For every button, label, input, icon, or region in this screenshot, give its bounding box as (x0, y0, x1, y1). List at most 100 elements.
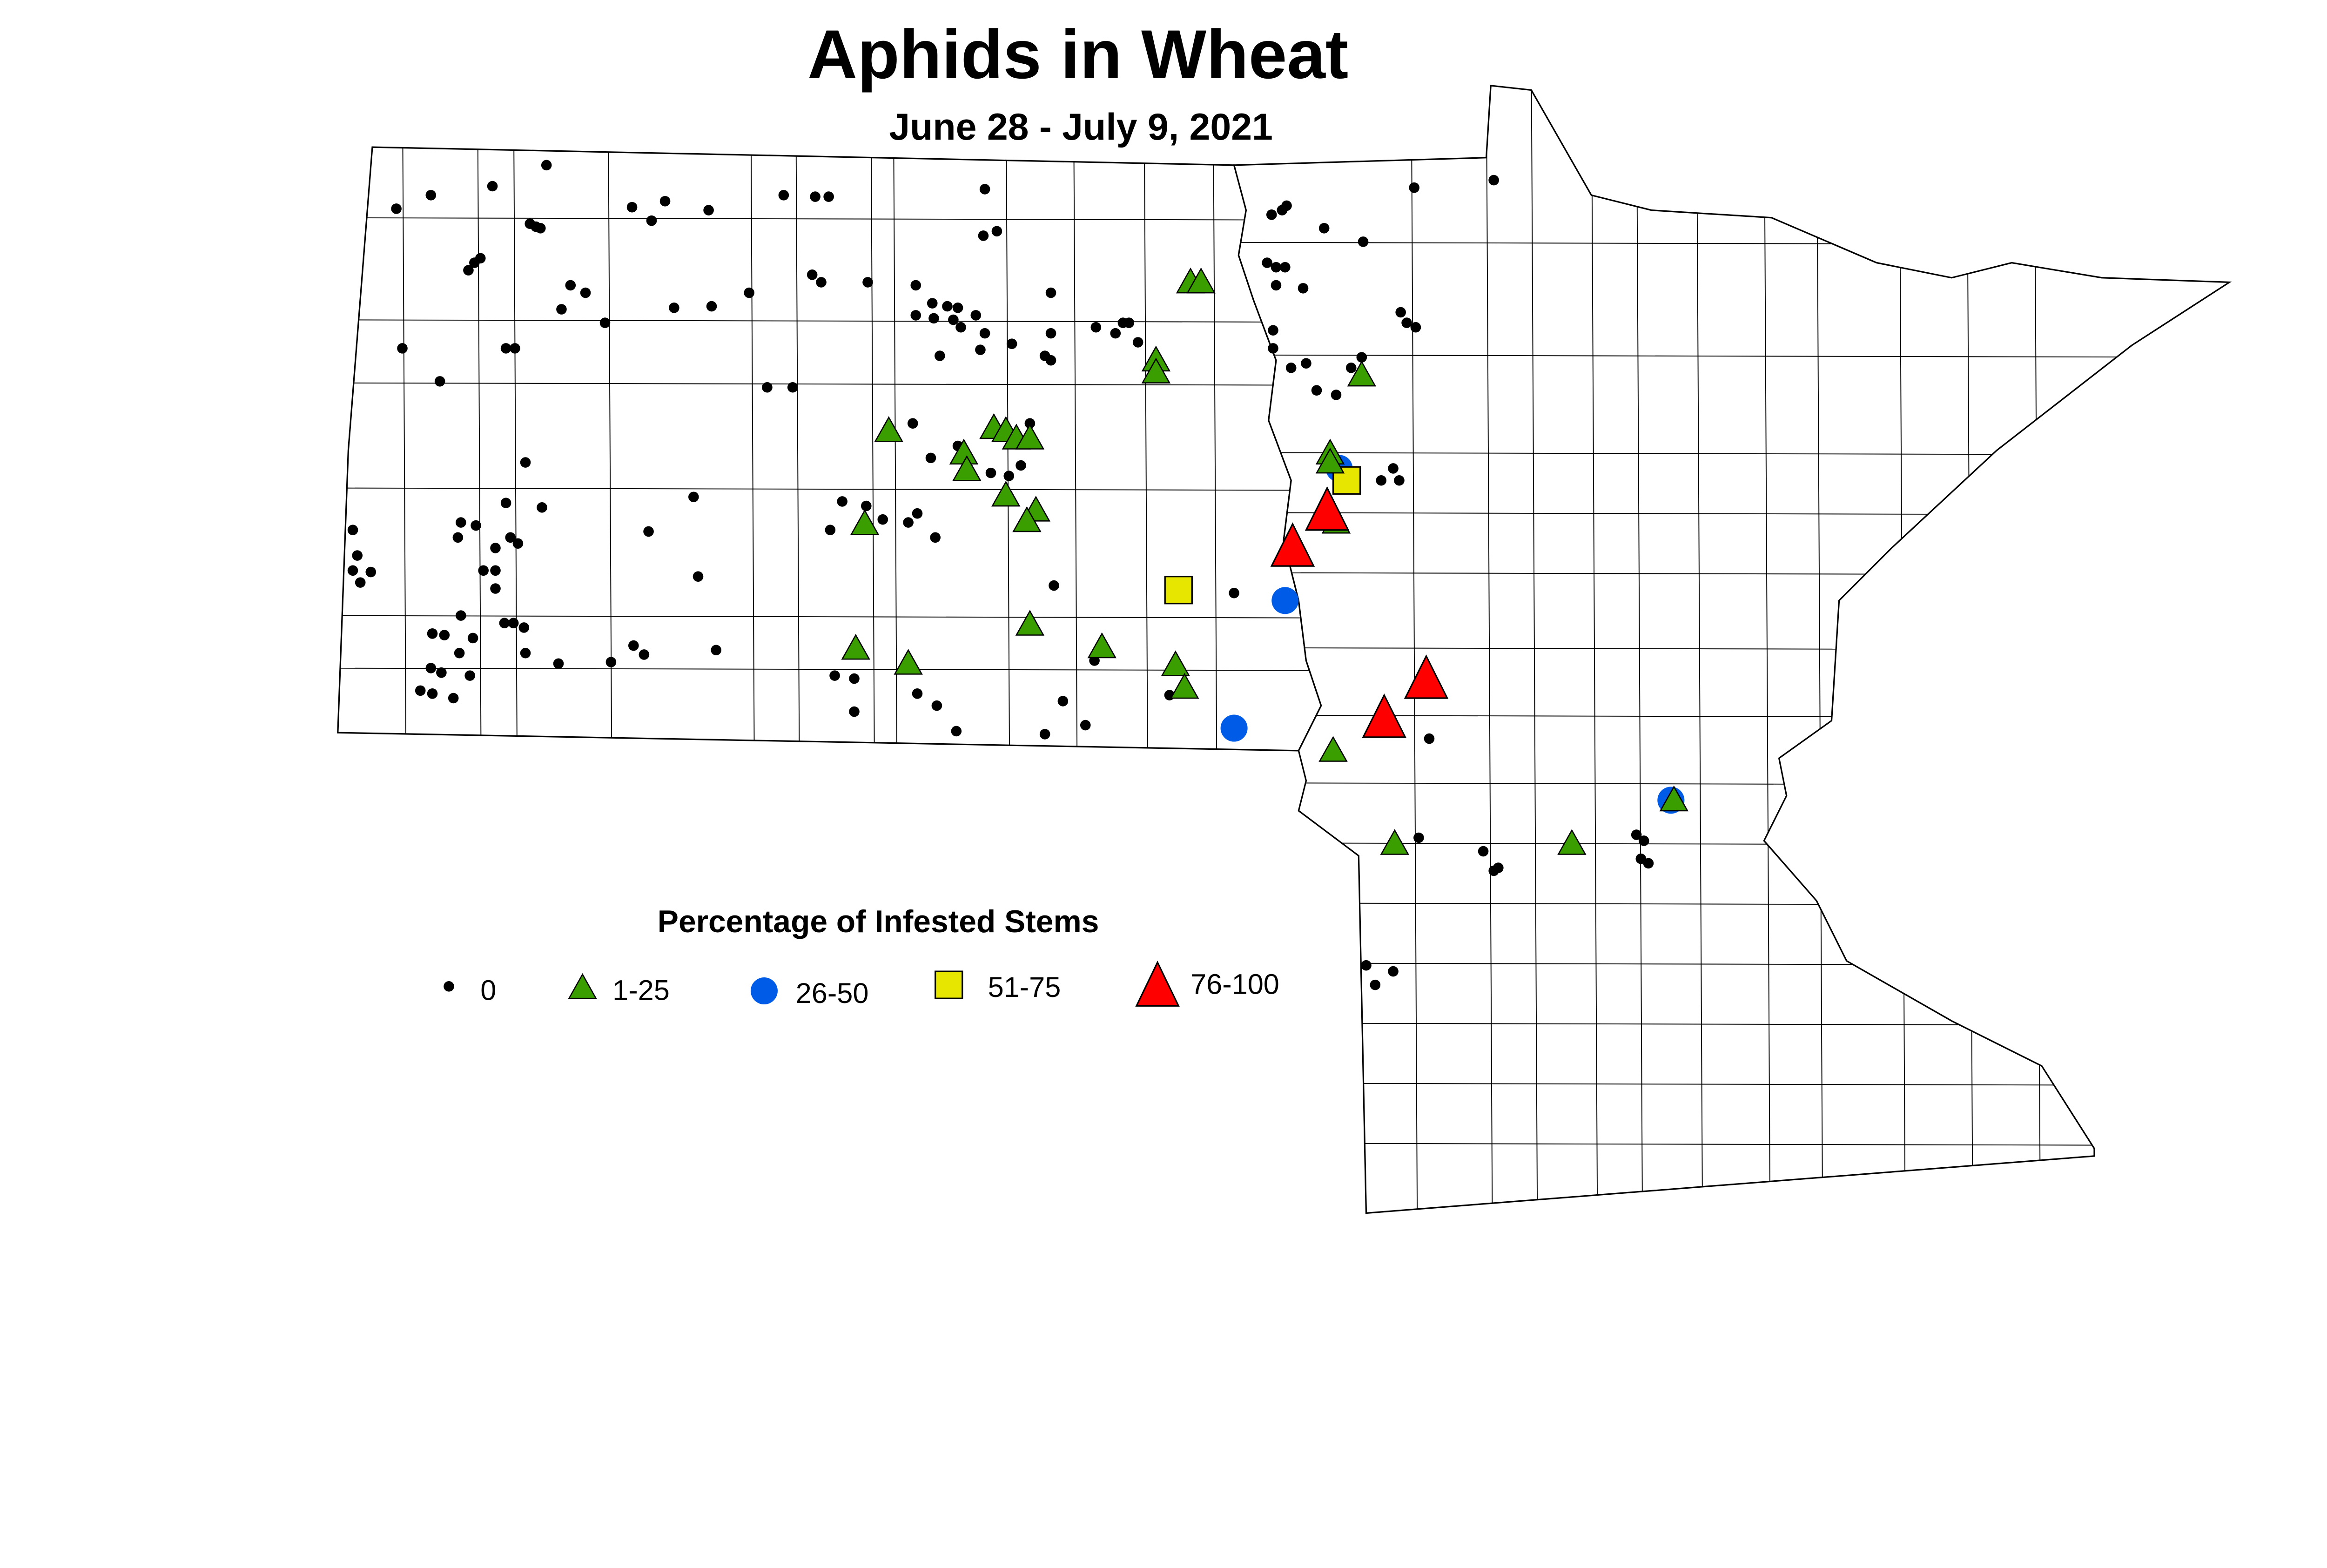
legend-label-0: 0 (480, 974, 496, 1006)
site-0-marker (505, 532, 516, 543)
site-0-marker (520, 457, 531, 468)
site-26-50-marker (1220, 714, 1248, 742)
site-0-marker (1301, 358, 1311, 369)
county-line (1763, 85, 1771, 1213)
site-1-25-marker (1315, 447, 1345, 474)
site-0-marker (1057, 696, 1069, 707)
site-76-100-marker (1305, 486, 1350, 531)
site-1-25-marker (1347, 360, 1377, 387)
site-26-50-marker (1271, 587, 1299, 614)
site-0-marker (1488, 175, 1499, 186)
site-0-marker (508, 618, 519, 628)
site-0-marker (778, 190, 789, 201)
site-0-marker (475, 253, 486, 264)
site-0-marker (979, 328, 990, 339)
legend-label-2: 26-50 (796, 977, 869, 1009)
site-0-marker (490, 565, 501, 576)
site-0-marker (415, 685, 426, 696)
site-0-marker (535, 223, 546, 234)
site-0-marker (1394, 475, 1405, 486)
map-subtitle: June 28 - July 9, 2021 (889, 106, 1273, 148)
site-0-marker (391, 203, 402, 214)
site-0-marker (1266, 209, 1277, 220)
site-0-marker (1413, 832, 1424, 843)
site-0-marker (985, 467, 996, 478)
site-0-marker (425, 663, 437, 673)
county-line (1234, 352, 2230, 358)
county-line (1005, 147, 1013, 751)
site-0-marker (478, 565, 489, 576)
site-1-25-marker (1015, 424, 1045, 450)
site-0-marker (1285, 363, 1297, 373)
site-0-marker (706, 301, 717, 312)
site-0-marker (787, 382, 798, 393)
site-0-marker (912, 688, 923, 699)
site-0-marker (628, 640, 639, 651)
county-line (2033, 85, 2041, 1213)
site-0-marker (556, 304, 567, 315)
site-0-marker (825, 525, 836, 535)
site-0-marker (456, 517, 466, 528)
site-1-25-marker (1186, 267, 1216, 294)
site-0-marker (355, 577, 366, 588)
site-0-marker (1635, 853, 1647, 864)
site-0-marker (646, 215, 657, 226)
county-line (1073, 147, 1080, 751)
site-0-marker (1279, 262, 1291, 273)
county-line (1531, 85, 1538, 1213)
site-76-100-marker (1404, 654, 1449, 699)
site-0-marker (978, 230, 989, 241)
county-line (1591, 85, 1598, 1213)
site-0-marker (1488, 865, 1499, 876)
site-0-marker (1049, 580, 1059, 591)
county-line (1816, 85, 1823, 1213)
site-0-marker (436, 667, 447, 678)
site-0-marker (490, 583, 501, 594)
site-0-marker (347, 525, 358, 535)
site-0-marker (1331, 390, 1342, 400)
site-0-marker (762, 382, 773, 393)
site-0-marker (439, 630, 450, 640)
county-line (607, 147, 615, 751)
map: Aphids in Wheat June 28 - July 9, 2021 P… (337, 16, 2232, 1214)
county-line (1636, 85, 1643, 1213)
survey-markers (347, 160, 1689, 990)
site-0-marker (823, 191, 834, 202)
site-0-marker (703, 205, 714, 215)
legend-dot-icon (444, 981, 454, 992)
county-line (795, 147, 802, 751)
site-0-marker (910, 310, 921, 321)
site-1-25-marker (1659, 785, 1689, 812)
site-0-marker (979, 184, 990, 195)
site-0-marker (347, 565, 358, 576)
site-0-marker (1110, 328, 1121, 339)
site-0-marker (1003, 471, 1015, 481)
county-line (870, 147, 877, 751)
site-1-25-marker (841, 633, 870, 660)
site-0-marker (955, 322, 966, 333)
site-0-marker (1370, 979, 1381, 990)
site-0-marker (1298, 283, 1309, 294)
site-0-marker (1409, 182, 1419, 193)
site-0-marker (487, 181, 498, 192)
site-0-marker (1123, 317, 1135, 328)
site-0-marker (1229, 587, 1239, 599)
site-1-25-marker (1141, 357, 1171, 384)
site-0-marker (1024, 418, 1036, 429)
legend-label-1: 1-25 (612, 974, 670, 1006)
site-0-marker (659, 195, 671, 207)
site-0-marker (711, 645, 722, 656)
county-line (337, 667, 1321, 673)
site-0-marker (1478, 846, 1489, 857)
site-0-marker (1271, 280, 1282, 291)
legend-blue-circle-icon (750, 977, 778, 1005)
site-1-25-marker (991, 480, 1021, 507)
site-0-marker (910, 280, 921, 291)
site-1-25-marker (1380, 829, 1410, 855)
site-1-25-marker (850, 509, 880, 535)
site-0-marker (1268, 325, 1278, 336)
site-0-marker (518, 622, 530, 633)
site-1-25-marker (874, 416, 903, 442)
site-0-marker (1631, 829, 1642, 840)
site-0-marker (1271, 262, 1282, 273)
